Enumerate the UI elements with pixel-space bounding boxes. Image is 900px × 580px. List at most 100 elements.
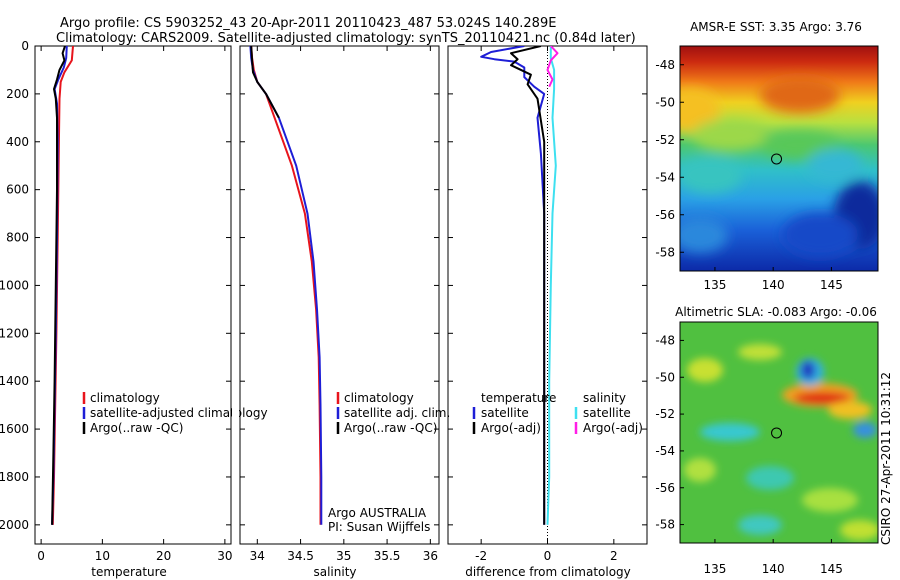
- salinity-line-satellite-adj-clim-: [249, 46, 323, 525]
- legend-label: Argo(-adj): [583, 421, 643, 435]
- x-tick-label: 10: [95, 549, 110, 563]
- y-tick-label: -48: [655, 333, 675, 347]
- difference-xlabel: difference from climatology: [465, 565, 631, 579]
- sla-cyan-patch: [700, 423, 760, 441]
- x-tick-label: 35.5: [374, 549, 401, 563]
- x-tick-label: 135: [703, 278, 726, 292]
- figure-title-line1: Argo profile: CS 5903252_43 20-Apr-2011 …: [60, 16, 556, 31]
- y-tick-label: 1600: [0, 422, 29, 436]
- sst-cyan-patch: [680, 157, 742, 193]
- temperature-line-argo-raw-qc-: [51, 46, 66, 525]
- difference-line-salinity-argo-adj-: [546, 46, 559, 88]
- sst-heatmap: [680, 46, 878, 271]
- y-tick-label: 1800: [0, 470, 29, 484]
- y-tick-label: -50: [655, 95, 675, 109]
- sla-yellow-patch: [687, 358, 723, 382]
- profile-series: [51, 46, 559, 525]
- x-tick-label: 0: [544, 549, 552, 563]
- x-tick-label: 0: [37, 549, 45, 563]
- panel-gap-mask: [232, 400, 239, 424]
- csiro-timestamp: CSIRO 27-Apr-2011 10:31:12: [879, 372, 893, 545]
- y-tick-label: 1000: [0, 278, 29, 292]
- x-tick-label: 135: [703, 562, 726, 576]
- x-tick-label: 35: [336, 549, 351, 563]
- figure-title-line2: Climatology: CARS2009. Satellite-adjuste…: [56, 31, 636, 46]
- x-tick-label: 140: [762, 278, 785, 292]
- legend-label: Argo(-adj): [481, 421, 541, 435]
- sst-green-patch: [692, 119, 768, 151]
- temperature-series-group: [51, 46, 74, 525]
- y-tick-label: 1200: [0, 326, 29, 340]
- sla-red-patch: [794, 392, 850, 404]
- y-tick-label: -50: [655, 370, 675, 384]
- sst-map-title: AMSR-E SST: 3.35 Argo: 3.76: [690, 20, 862, 34]
- legend-label: satellite: [583, 406, 631, 420]
- argo-australia-note: Argo AUSTRALIA: [328, 506, 427, 520]
- legend-label: satellite-adjusted climatology: [90, 406, 268, 420]
- sst-argo-position-marker: [771, 153, 783, 165]
- difference-legend: temperature salinity satellite Argo(-adj…: [472, 391, 643, 435]
- salinity-xlabel: salinity: [313, 565, 356, 579]
- legend-title-temperature: temperature: [481, 391, 556, 405]
- legend-label: satellite adj. clim.: [344, 406, 450, 420]
- legend-label: satellite: [481, 406, 529, 420]
- x-tick-label: 140: [762, 562, 785, 576]
- legend-label: Argo(..raw -QC): [344, 421, 437, 435]
- y-tick-label: -56: [655, 481, 675, 495]
- sla-argo-position-marker: [771, 427, 783, 439]
- sst-warm-patch: [680, 88, 720, 132]
- difference-series-group: [480, 46, 559, 525]
- y-tick-label: -54: [655, 170, 675, 184]
- sla-heatmap: [680, 322, 878, 543]
- sla-yellow-patch: [802, 488, 858, 512]
- sst-warm-patch: [760, 77, 840, 113]
- y-tick-label: 0: [21, 39, 29, 53]
- x-tick-label: 34: [250, 549, 265, 563]
- x-tick-label: -2: [475, 549, 487, 563]
- sla-orange-patch: [828, 401, 872, 419]
- salinity-series-group: [249, 46, 323, 525]
- sst-map-ticks: 135 140 145 -48 -50 -52 -54 -56 -58: [655, 58, 842, 292]
- y-tick-label: -52: [655, 407, 675, 421]
- difference-line-temperature-argo-adj-: [510, 46, 546, 525]
- legend-title-salinity: salinity: [583, 391, 626, 405]
- x-tick-label: 34.5: [287, 549, 314, 563]
- salinity-legend: climatology satellite adj. clim. Argo(..…: [336, 391, 450, 435]
- y-tick-label: -54: [655, 444, 675, 458]
- sla-map-ticks: 135 140 145 -48 -50 -52 -54 -56 -58: [655, 333, 842, 576]
- y-tick-label: -52: [655, 133, 675, 147]
- y-tick-label: 1400: [0, 374, 29, 388]
- legend-label: climatology: [344, 391, 414, 405]
- y-tick-label: 800: [6, 231, 29, 245]
- x-tick-label: 2: [610, 549, 618, 563]
- sla-cyan-patch: [746, 466, 794, 490]
- y-tick-label: -58: [655, 245, 675, 259]
- sst-blue-patch: [782, 213, 858, 257]
- sla-map-frame: [679, 321, 879, 544]
- difference-line-salinity-satellite: [546, 46, 557, 525]
- sla-cyan-patch: [853, 422, 877, 438]
- sla-yellow-patch: [840, 520, 878, 540]
- salinity-axes-frame: [239, 45, 440, 545]
- y-tick-label: -48: [655, 58, 675, 72]
- x-tick-label: 30: [217, 549, 232, 563]
- salinity-line-climatology: [250, 46, 322, 525]
- y-tick-label: 400: [6, 135, 29, 149]
- y-tick-label: 200: [6, 87, 29, 101]
- sla-yellow-patch: [684, 458, 716, 482]
- sst-cyan-patch: [807, 149, 863, 181]
- legend-label: climatology: [90, 391, 160, 405]
- pi-note: PI: Susan Wijffels: [328, 520, 430, 534]
- temperature-legend: climatology satellite-adjusted climatolo…: [82, 391, 268, 435]
- y-tick-label: 2000: [0, 518, 29, 532]
- x-tick-label: 145: [820, 278, 843, 292]
- sst-map-frame: [679, 45, 879, 272]
- sst-blue-patch: [680, 217, 728, 253]
- legend-label: Argo(..raw -QC): [90, 421, 183, 435]
- profile-axes-ticks: 0 10 20 30020040060080010001200140016001800…: [0, 39, 647, 563]
- salinity-line-argo-raw-qc-: [250, 46, 280, 119]
- x-tick-label: 36: [423, 549, 438, 563]
- sla-blue-patch: [801, 361, 815, 379]
- temperature-xlabel: temperature: [91, 565, 166, 579]
